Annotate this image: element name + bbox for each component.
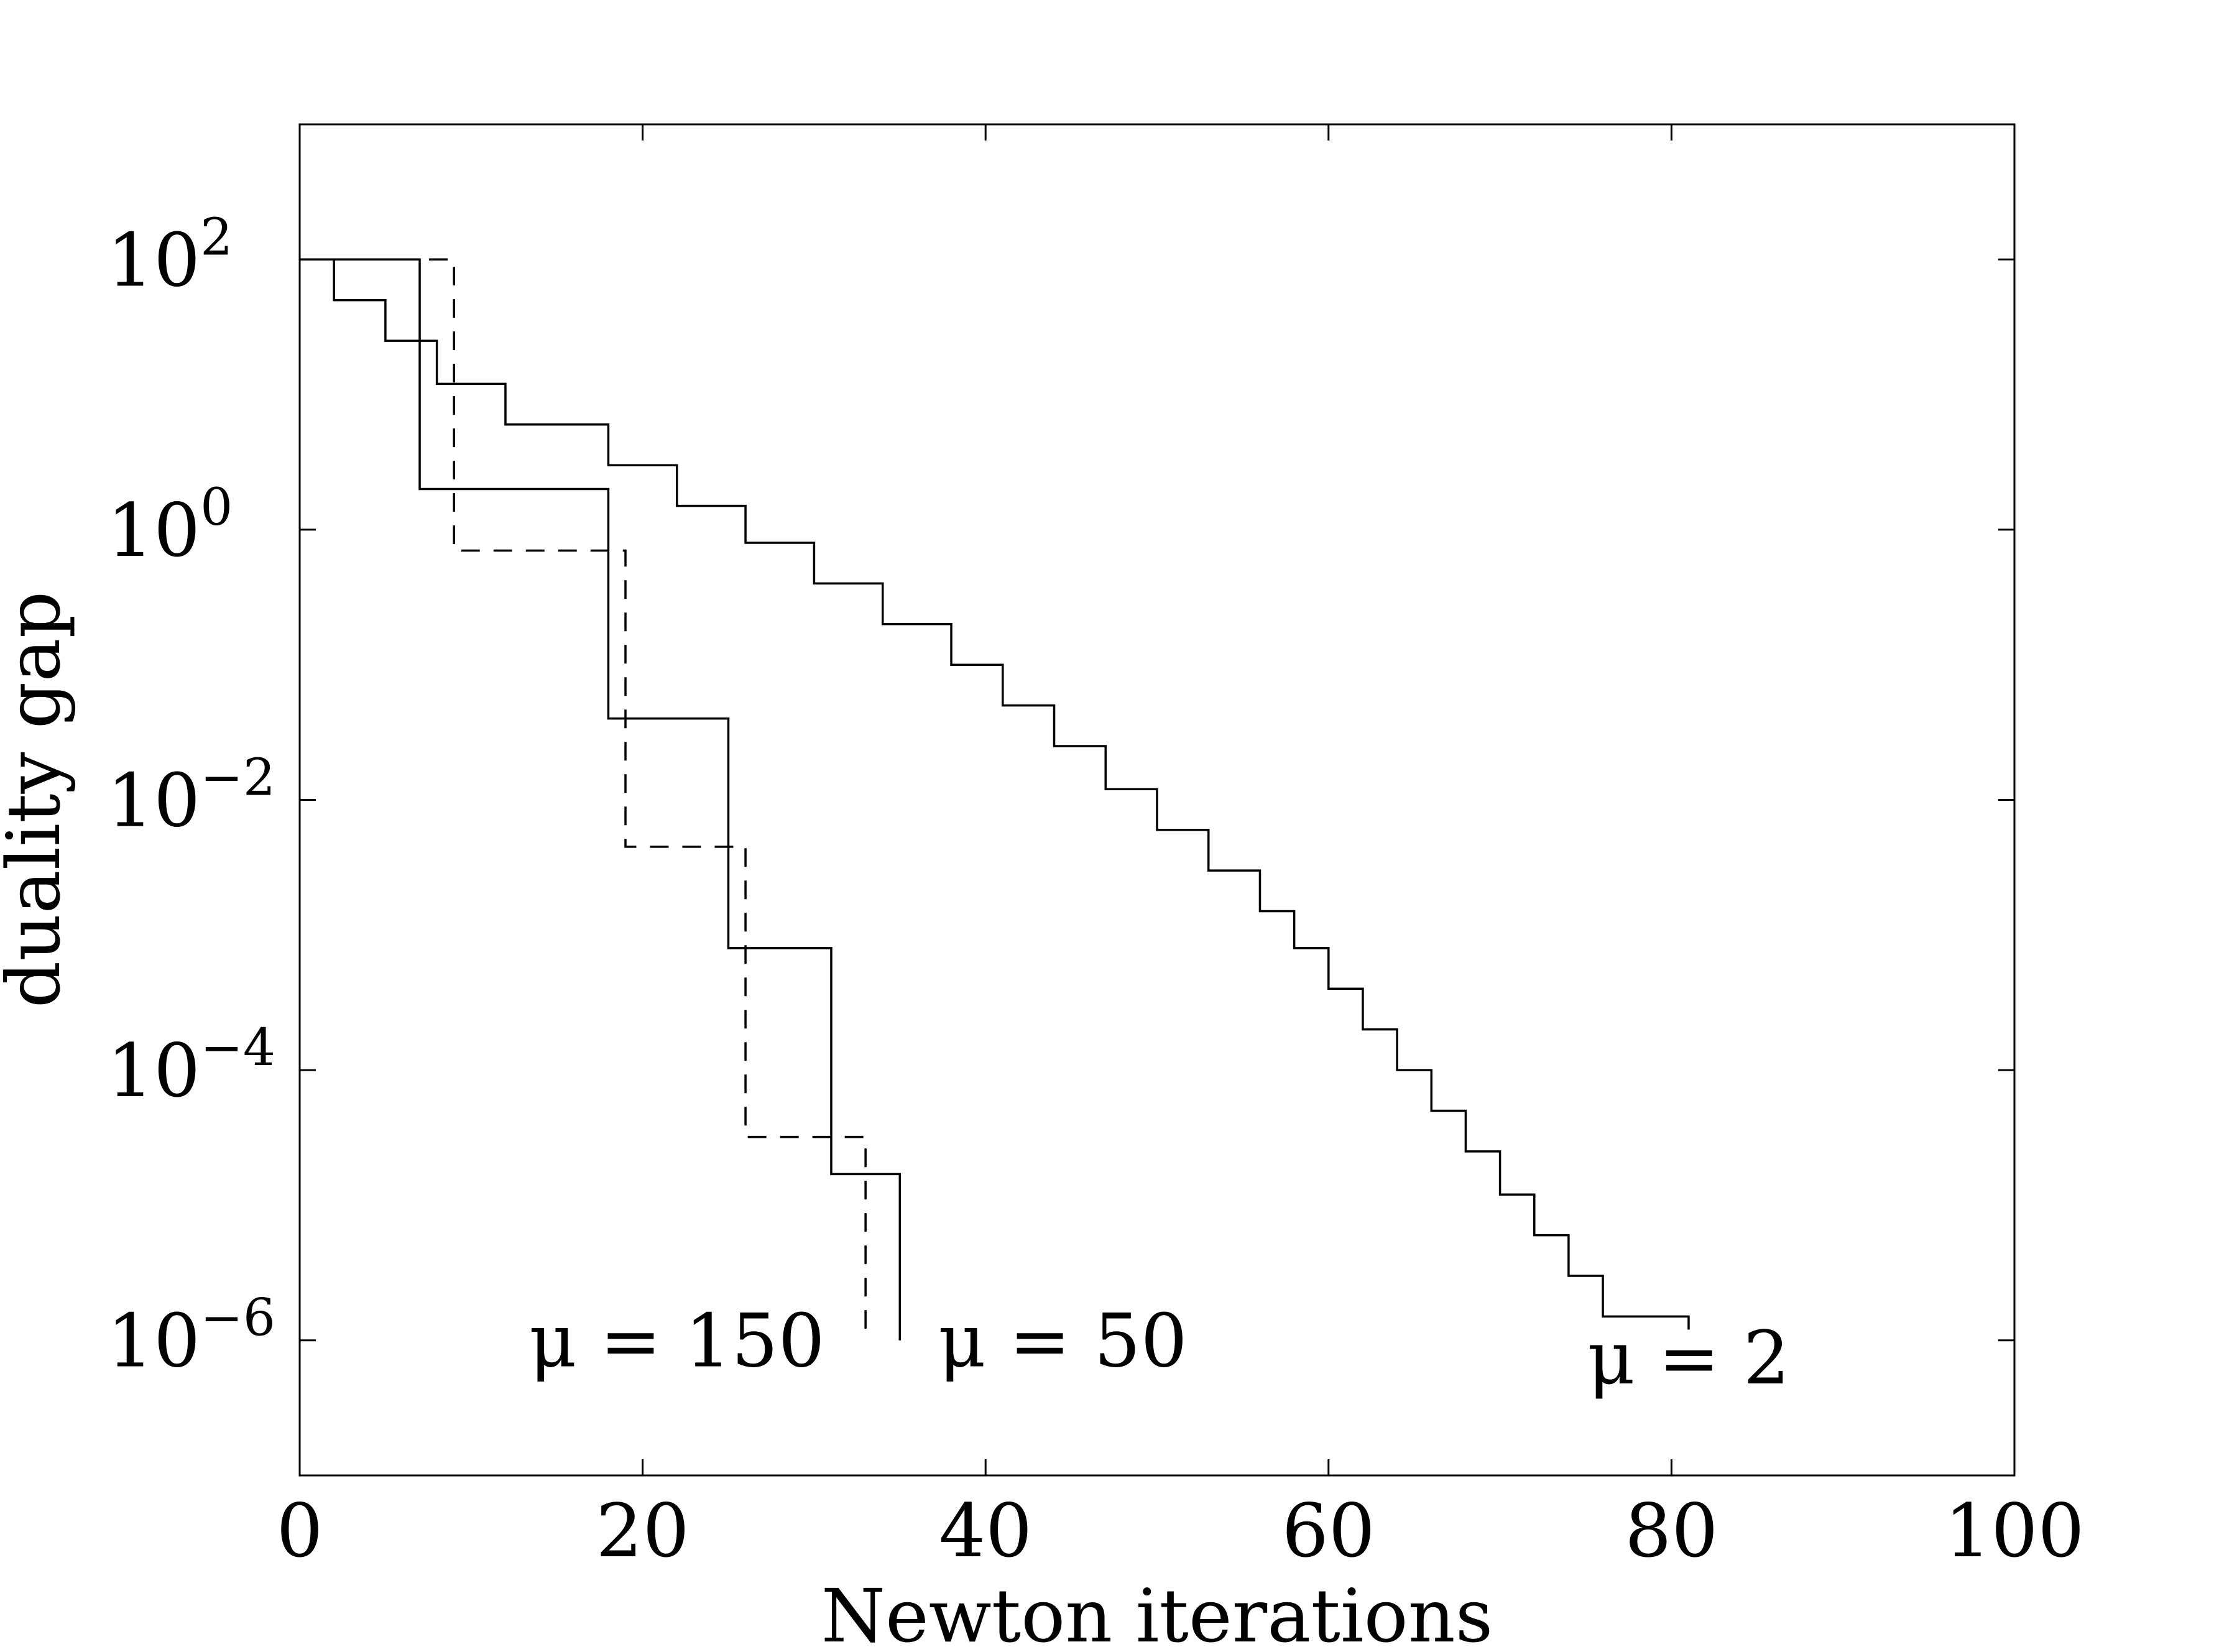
axis-tick-labels: 0 20 40 60 80 100 10−6 10−4 10−2 100 102 <box>107 208 2085 1574</box>
series-annotations: μ = 150 μ = 50 μ = 2 <box>529 1298 1790 1401</box>
series-label-1: μ = 150 <box>529 1298 825 1384</box>
y-axis-label: duality gap <box>0 591 76 1008</box>
x-axis-label: Newton iterations <box>821 1573 1493 1652</box>
y-tick-label: 10−2 <box>107 749 275 844</box>
x-tick-label: 60 <box>1282 1488 1375 1574</box>
x-tick-label: 80 <box>1625 1488 1718 1574</box>
series-line-1 <box>300 258 867 1341</box>
y-tick-label: 10−4 <box>107 1018 275 1114</box>
data-series <box>300 258 1690 1341</box>
x-tick-label: 40 <box>939 1488 1032 1574</box>
x-tick-label: 20 <box>596 1488 690 1574</box>
series-label-2: μ = 50 <box>938 1298 1188 1384</box>
series-label-3: μ = 2 <box>1587 1315 1790 1401</box>
x-tick-label: 0 <box>276 1488 323 1574</box>
x-tick-label: 100 <box>1944 1488 2084 1574</box>
y-tick-label: 10−6 <box>107 1289 275 1384</box>
y-tick-label: 100 <box>107 478 233 573</box>
y-tick-label: 102 <box>107 208 233 303</box>
series-line-2 <box>300 258 902 1341</box>
series-line-3 <box>300 258 1690 1330</box>
